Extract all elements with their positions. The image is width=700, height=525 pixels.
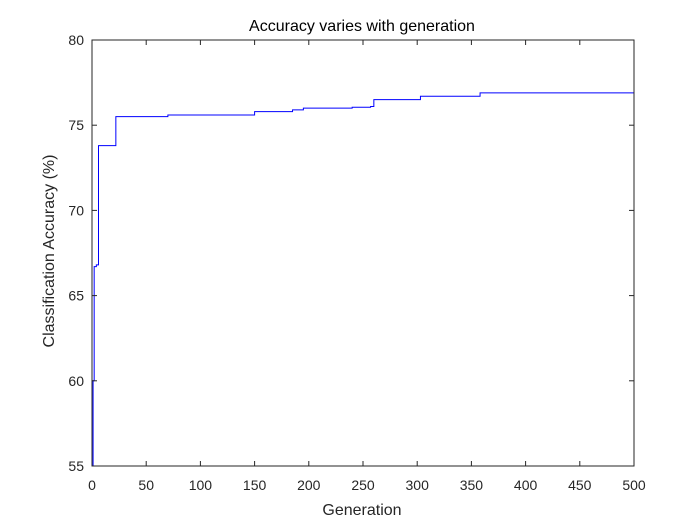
- series-layer: [92, 92, 634, 467]
- x-tick-label: 0: [88, 477, 96, 493]
- x-tick-label: 300: [406, 477, 430, 493]
- x-tick-label: 100: [189, 477, 213, 493]
- x-tick-label: 200: [297, 477, 321, 493]
- x-tick-label: 400: [514, 477, 538, 493]
- chart-title: Accuracy varies with generation: [249, 18, 475, 35]
- x-tick-label: 500: [622, 477, 646, 493]
- axis-layer: 0 50 100 150 200 250 300 350 400 450 500 55 60 65 70 75…: [68, 32, 645, 493]
- y-tick-label: 75: [68, 117, 84, 133]
- x-tick-label: 450: [568, 477, 592, 493]
- x-tick-label: 350: [460, 477, 484, 493]
- y-tick-label: 70: [68, 202, 84, 218]
- y-tick-label: 55: [68, 458, 84, 474]
- x-tick-label: 250: [351, 477, 375, 493]
- plot-area: [92, 40, 634, 466]
- x-tick-label: 150: [243, 477, 267, 493]
- x-axis-title: Generation: [322, 502, 401, 519]
- series-line: [92, 92, 634, 467]
- y-tick-label: 60: [68, 373, 84, 389]
- y-tick-label: 65: [68, 288, 84, 304]
- y-tick-label: 80: [68, 32, 84, 48]
- y-axis-title: Classification Accuracy (%): [41, 155, 58, 348]
- x-tick-label: 50: [138, 477, 154, 493]
